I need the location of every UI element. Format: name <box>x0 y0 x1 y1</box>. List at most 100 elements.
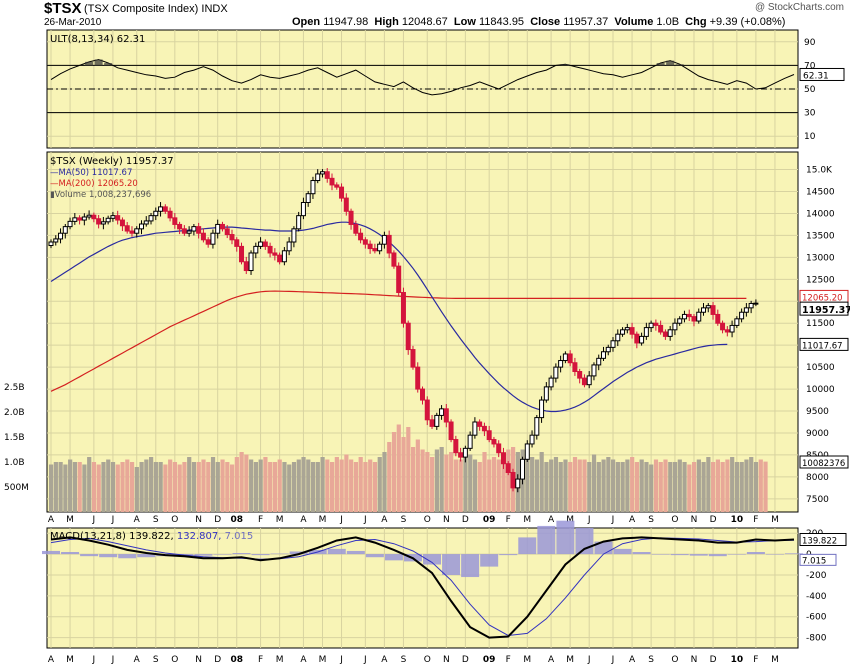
candle-body <box>400 291 406 324</box>
volume-bar <box>591 454 597 512</box>
chart-date: 26-Mar-2010 <box>44 17 102 28</box>
price-x-tick: J <box>611 515 615 525</box>
macd-x-tick: 09 <box>483 655 496 665</box>
candle-body <box>439 408 445 416</box>
volume-bar <box>225 462 230 512</box>
price-panel: A M J J A S O N D 08 F M A M J J A S O N D 09 F M A M J J A S O N D 10 F M 1… <box>4 151 850 525</box>
candle-body <box>558 360 564 368</box>
macd-x-tick: M <box>771 655 779 665</box>
macd-histogram-bar <box>480 554 499 567</box>
macd-histogram-bar <box>365 554 384 558</box>
change-value: +9.39 (+0.08%) <box>709 16 786 28</box>
volume-bar <box>758 459 763 512</box>
macd-label-value: 139.822, <box>129 531 177 542</box>
volume-bar <box>430 457 435 512</box>
volume-bar <box>420 449 425 512</box>
index-full-name: (TSX Composite Index) <box>84 3 199 15</box>
price-x-tick: F <box>506 515 511 525</box>
price-y-tick: 14500 <box>806 188 835 198</box>
volume-bar <box>272 462 278 512</box>
macd-histogram-bar <box>575 528 594 555</box>
candle-body <box>315 173 321 182</box>
macd-x-tick: A <box>134 655 141 665</box>
ult-value-box <box>799 67 845 81</box>
close-value-label: 11957.37 <box>802 305 850 316</box>
volume-bar <box>53 462 58 512</box>
price-x-tick: M <box>319 515 327 525</box>
volume-bar <box>744 459 749 512</box>
candle-body <box>615 333 621 342</box>
candle-body <box>610 340 616 348</box>
volume-bar <box>244 454 249 512</box>
open-value: 11947.98 <box>323 16 369 28</box>
candle-body <box>177 223 183 230</box>
macd-histogram-bar <box>746 552 765 555</box>
candle-body <box>434 414 440 427</box>
candle-body <box>267 245 273 254</box>
candle-body <box>339 186 345 199</box>
candle-body <box>367 243 373 250</box>
macd-histogram-bar <box>423 554 442 565</box>
volume-bar <box>63 464 68 512</box>
chart-header: $TSX (TSX Composite Index) INDX 26-Mar-2… <box>0 0 850 30</box>
price-x-tick: J <box>92 515 96 525</box>
price-x-tick: M <box>66 515 74 525</box>
volume-bar <box>568 462 573 512</box>
volume-bar <box>320 457 325 512</box>
macd-histogram-bar <box>194 554 213 556</box>
macd-histogram-bar <box>61 552 80 555</box>
ult-panel: 90 70 50 30 10 ULT(8,13,34) 62.31 62.31 <box>46 29 845 149</box>
candle-body <box>653 322 659 326</box>
volume-bar <box>215 462 220 512</box>
volume-bar <box>620 462 625 512</box>
volume-bar <box>282 462 287 512</box>
index-name: (TSX Composite Index) INDX <box>84 3 228 15</box>
volume-value: 1.0B <box>656 16 680 28</box>
macd-histogram-bar <box>594 541 613 555</box>
ult-y-tick: 90 <box>804 38 816 48</box>
ult-value-label: 62.31 <box>803 71 829 81</box>
macd-x-tick: 10 <box>731 655 744 665</box>
volume-bar <box>477 462 482 512</box>
macd-x-tick: F <box>258 655 263 665</box>
candle-body <box>701 307 707 313</box>
candle-body <box>405 322 411 351</box>
volume-bar <box>549 459 554 512</box>
macd-histogram-bar <box>670 554 689 556</box>
candle-body <box>710 305 716 315</box>
candle-body <box>562 353 568 362</box>
volume-bar <box>706 457 711 512</box>
candle-body <box>229 234 235 241</box>
price-y-tick: 14000 <box>806 209 835 219</box>
macd-histogram-bar <box>42 550 60 555</box>
price-x-tick: A <box>300 515 307 525</box>
candle-body <box>729 324 735 333</box>
volume-bar <box>339 459 344 512</box>
macd-x-tick: J <box>611 655 615 665</box>
volume-bar <box>358 457 363 512</box>
candle-body <box>639 335 645 344</box>
candle-body <box>319 171 325 175</box>
macd-x-tick: N <box>443 655 450 665</box>
volume-bar <box>301 457 306 512</box>
candle-body <box>481 425 487 432</box>
candle-body <box>167 210 173 219</box>
volume-bar <box>334 457 339 512</box>
macd-histogram-bar <box>80 554 99 557</box>
close-value: 11957.37 <box>563 16 609 28</box>
volume-bar <box>163 464 168 512</box>
macd-x-tick: F <box>506 655 511 665</box>
candle-body <box>377 243 383 252</box>
macd-x-tick: S <box>648 655 654 665</box>
price-x-tick: S <box>153 515 159 525</box>
price-x-tick: J <box>587 515 591 525</box>
volume-bar <box>277 459 282 512</box>
candle-body <box>253 245 259 254</box>
candle-body <box>296 215 302 230</box>
volume-bar <box>449 452 454 512</box>
volume-bar <box>725 459 730 512</box>
candle-body <box>667 329 673 337</box>
candle-body <box>205 239 211 245</box>
macd-y-tick: -600 <box>806 613 827 623</box>
macd-x-tick: A <box>300 655 307 665</box>
